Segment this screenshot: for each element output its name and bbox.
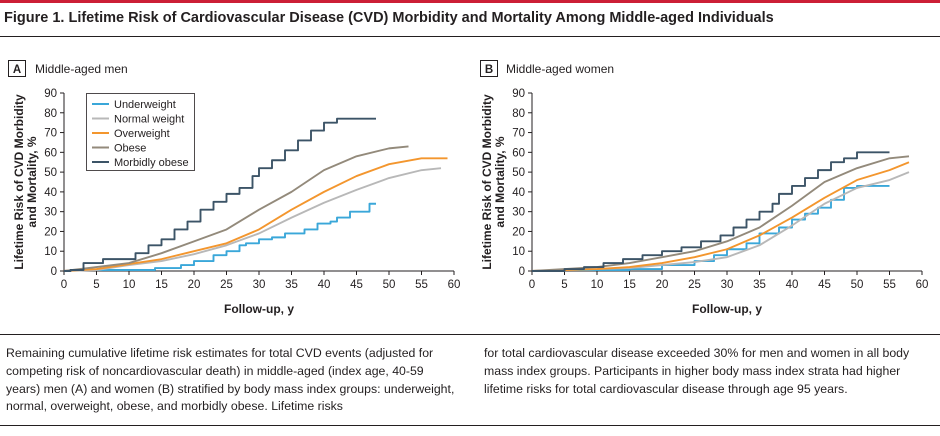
chart-legend: Underweight Normal weight Overweight Obese M… <box>86 93 195 171</box>
series-line-overweight <box>63 157 448 272</box>
y-tick-label: 80 <box>512 108 525 120</box>
y-tick-label: 50 <box>512 167 525 179</box>
series-line-obese <box>63 145 409 272</box>
x-tick-label: 40 <box>786 279 799 291</box>
y-tick-label: 90 <box>44 88 57 100</box>
panel-title: Middle-aged men <box>35 62 128 76</box>
x-tick-label: 35 <box>285 279 298 291</box>
y-tick-label: 0 <box>51 266 57 278</box>
y-tick-label: 20 <box>512 226 525 238</box>
y-tick-label: 70 <box>512 128 525 140</box>
chart-panel-b: B Middle-aged women 0 5 10 15 20 25 30 35 40 45 50 55… <box>480 60 929 316</box>
y-tick-label: 10 <box>44 246 57 258</box>
y-tick-label: 30 <box>44 207 57 219</box>
series-line-normal-weight <box>63 167 442 272</box>
series-line-overweight <box>531 161 910 272</box>
x-tick-label: 15 <box>155 279 168 291</box>
caption-right: for total cardiovascular disease exceede… <box>484 346 910 396</box>
y-tick-label: 70 <box>44 128 57 140</box>
x-tick-label: 60 <box>448 279 461 291</box>
series-line-morbidly-obese <box>532 151 890 272</box>
x-tick-label: 50 <box>851 279 864 291</box>
x-tick-label: 55 <box>415 279 428 291</box>
y-axis-label-line2: and Mortality, % <box>25 136 39 227</box>
y-tick-label: 50 <box>44 167 57 179</box>
series-line-underweight <box>64 202 376 272</box>
x-tick-label: 35 <box>753 279 766 291</box>
y-tick-label: 0 <box>519 266 525 278</box>
x-tick-label: 25 <box>688 279 701 291</box>
x-tick-label: 45 <box>350 279 363 291</box>
x-tick-label: 5 <box>561 279 567 291</box>
legend-label: Obese <box>114 143 146 155</box>
x-tick-label: 45 <box>818 279 831 291</box>
top-accent-rule <box>0 0 940 3</box>
series-line-obese <box>531 155 910 272</box>
panel-letter: B <box>485 64 493 76</box>
x-tick-label: 50 <box>383 279 396 291</box>
y-axis-label-line1: Lifetime Risk of CVD Morbidity <box>480 94 494 270</box>
x-tick-label: 30 <box>253 279 266 291</box>
x-tick-label: 10 <box>123 279 136 291</box>
caption-divider-top <box>0 334 940 335</box>
x-tick-label: 15 <box>623 279 636 291</box>
series-line-normal-weight <box>531 171 910 272</box>
panel-letter-box <box>480 60 498 77</box>
x-tick-label: 5 <box>93 279 99 291</box>
x-tick-label: 40 <box>318 279 331 291</box>
x-tick-label: 10 <box>591 279 604 291</box>
y-tick-label: 20 <box>44 226 57 238</box>
x-tick-label: 30 <box>721 279 734 291</box>
x-axis-label: Follow-up, y <box>692 302 762 316</box>
x-tick-label: 60 <box>916 279 929 291</box>
x-tick-label: 55 <box>883 279 896 291</box>
caption-left: Remaining cumulative lifetime risk estim… <box>6 346 455 414</box>
caption-divider-bottom <box>0 425 940 426</box>
y-tick-label: 80 <box>44 108 57 120</box>
panel-title: Middle-aged women <box>506 62 614 76</box>
figure-title: Figure 1. Lifetime Risk of Cardiovascula… <box>4 10 774 26</box>
x-tick-label: 20 <box>656 279 669 291</box>
y-axis-label-line1: Lifetime Risk of CVD Morbidity <box>12 94 26 270</box>
title-divider <box>0 36 940 37</box>
y-axis-label-line2: and Mortality, % <box>493 136 507 227</box>
x-tick-label: 0 <box>529 279 535 291</box>
y-tick-label: 90 <box>512 88 525 100</box>
x-tick-label: 25 <box>220 279 233 291</box>
legend-label: Normal weight <box>114 114 184 126</box>
legend-label: Morbidly obese <box>114 157 189 169</box>
y-tick-label: 60 <box>512 147 525 159</box>
y-tick-label: 40 <box>512 187 525 199</box>
chart-panel-a: A Middle-aged men 0 5 10 15 20 25 30 35 40 45 50 55 60… <box>8 60 461 316</box>
x-tick-label: 20 <box>188 279 201 291</box>
panel-letter: A <box>13 64 21 76</box>
panel-letter-box <box>8 60 26 77</box>
y-tick-label: 10 <box>512 246 525 258</box>
legend-label: Underweight <box>114 99 176 111</box>
series-line-morbidly-obese <box>64 117 376 272</box>
y-tick-label: 30 <box>512 207 525 219</box>
y-tick-label: 40 <box>44 187 57 199</box>
x-axis-label: Follow-up, y <box>224 302 294 316</box>
legend-label: Overweight <box>114 128 170 140</box>
y-tick-label: 60 <box>44 147 57 159</box>
x-tick-label: 0 <box>61 279 67 291</box>
